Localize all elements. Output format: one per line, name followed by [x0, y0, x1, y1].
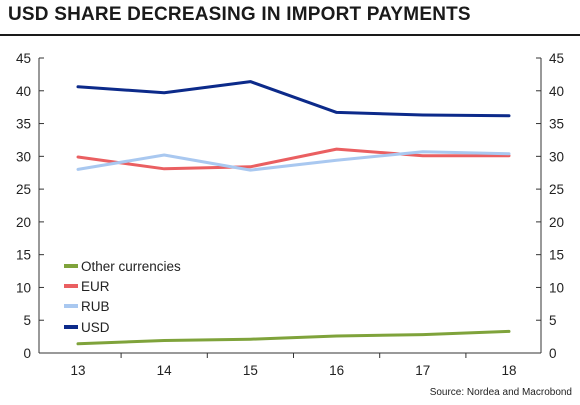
series-lines — [76, 80, 511, 346]
legend-label-usd: USD — [81, 320, 110, 335]
right-tick-label: 20 — [549, 215, 564, 230]
legend: Other currencies EUR RUB USD — [64, 259, 181, 335]
series-line-other-currencies — [76, 329, 511, 346]
left-tick-label: 30 — [16, 149, 31, 164]
series-line-usd — [76, 80, 511, 118]
left-tick-label: 10 — [16, 280, 31, 295]
left-tick-label: 5 — [23, 313, 31, 328]
legend-label-rub: RUB — [81, 299, 110, 314]
right-tick-label: 30 — [549, 149, 564, 164]
right-tick-label: 25 — [549, 182, 564, 197]
right-tick-label: 10 — [549, 280, 564, 295]
x-tick-label: 16 — [329, 363, 344, 378]
legend-label-other-currencies: Other currencies — [81, 259, 181, 274]
x-tick-label: 18 — [501, 363, 516, 378]
left-tick-label: 45 — [16, 51, 31, 66]
source-note: Source: Nordea and Macrobond — [430, 387, 572, 398]
left-tick-label: 15 — [16, 248, 31, 263]
left-tick-label: 20 — [16, 215, 31, 230]
right-tick-label: 35 — [549, 117, 564, 132]
x-tick-label: 13 — [70, 363, 85, 378]
right-tick-label: 45 — [549, 51, 564, 66]
x-tick-label: 14 — [157, 363, 173, 378]
title-rule — [0, 34, 580, 36]
left-tick-label: 40 — [16, 84, 31, 99]
right-tick-label: 15 — [549, 248, 564, 263]
legend-label-eur: EUR — [81, 279, 110, 294]
right-tick-label: 5 — [549, 313, 557, 328]
x-tick-label: 17 — [415, 363, 430, 378]
right-y-axis: 0 5 10 15 20 25 30 35 40 45 — [536, 51, 564, 361]
right-tick-label: 40 — [549, 84, 564, 99]
chart-title: USD SHARE DECREASING IN IMPORT PAYMENTS — [8, 4, 471, 25]
left-tick-label: 25 — [16, 182, 31, 197]
plot-frame — [38, 58, 542, 354]
right-tick-label: 0 — [549, 346, 557, 361]
left-tick-label: 0 — [23, 346, 31, 361]
series-line-eur — [76, 147, 511, 171]
x-axis: 13 14 15 16 17 18 — [70, 353, 517, 378]
left-y-axis: 0 5 10 15 20 25 30 35 40 45 — [16, 51, 44, 361]
left-tick-label: 35 — [16, 117, 31, 132]
x-tick-label: 15 — [243, 363, 258, 378]
series-line-rub — [76, 150, 511, 172]
